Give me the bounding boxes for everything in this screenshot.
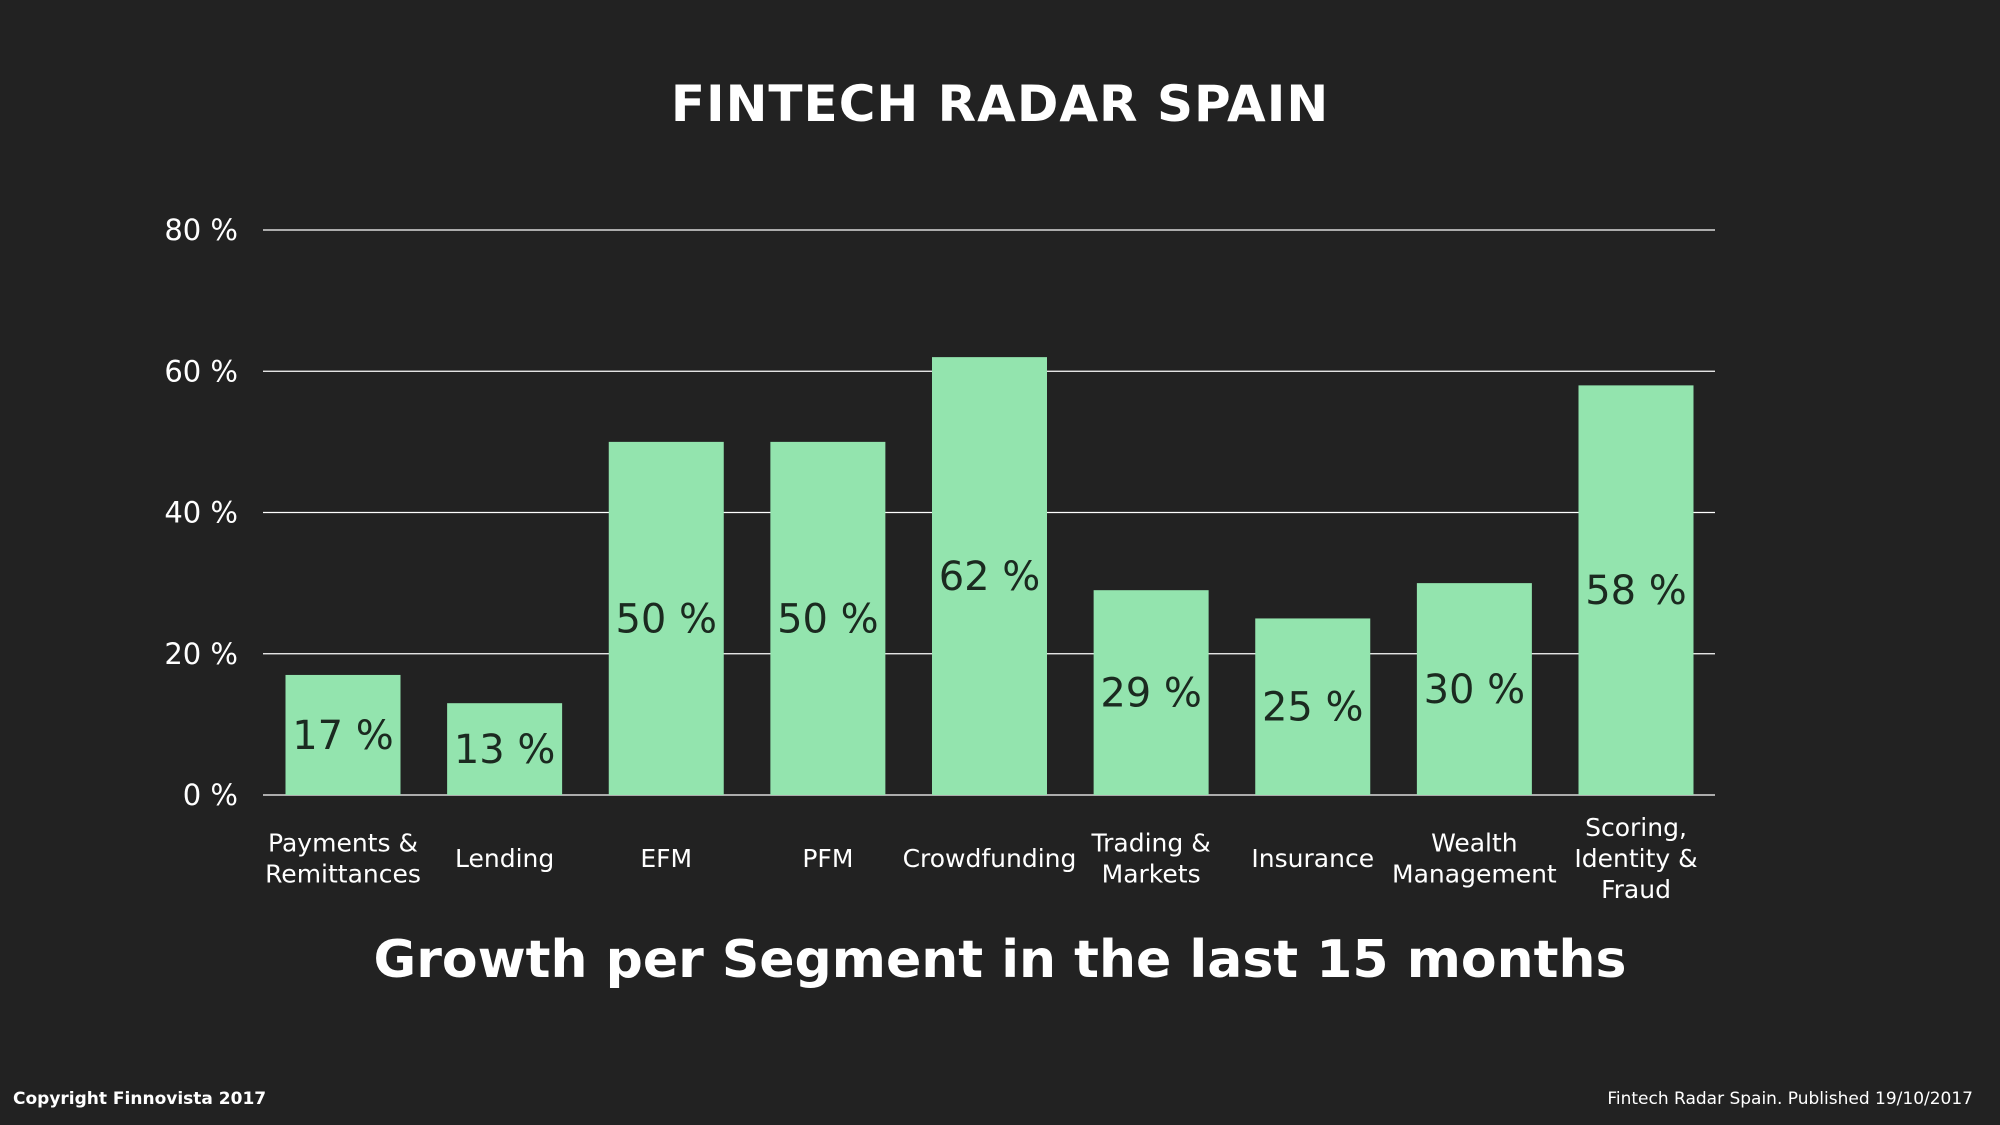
x-tick-label: Insurance [1251,844,1374,873]
chart-title: FINTECH RADAR SPAIN [670,75,1330,133]
data-label: 29 % [1100,671,1202,717]
data-label: 50 % [777,596,879,642]
x-tick-label: Scoring, Identity & Fraud [1574,813,1697,904]
bar [1578,385,1694,795]
x-tick-label: Trading & Markets [1091,829,1211,889]
bar [608,441,724,795]
bar [1255,618,1371,795]
chart-subtitle: Growth per Segment in the last 15 months [373,930,1627,990]
y-tick-label: 40 % [164,496,238,530]
data-label: 62 % [939,554,1041,600]
x-tick-label: Payments & Remittances [265,829,421,889]
copyright-text: Copyright Finnovista 2017 [13,1089,267,1109]
bar [770,441,886,795]
data-label: 17 % [292,713,394,759]
bar [285,674,401,795]
bars [285,357,1694,795]
bar [447,703,563,795]
bar [932,357,1047,795]
x-tick-label: Lending [455,844,554,873]
data-label: 58 % [1585,568,1687,614]
x-axis-ticks: Payments & Remittances Lending EFM PFM Crowdf… [265,813,1698,904]
data-label: 50 % [615,596,717,642]
y-tick-label: 20 % [164,637,238,671]
data-label: 13 % [454,727,556,773]
x-tick-label: Wealth Management [1392,829,1557,889]
data-label: 25 % [1262,685,1364,731]
y-tick-label: 80 % [164,213,238,247]
x-tick-label: Crowdfunding [903,844,1077,873]
data-label: 30 % [1424,667,1526,713]
bar [1093,590,1209,795]
bar [1416,583,1532,795]
x-tick-label: EFM [640,844,692,873]
x-tick-label: PFM [802,844,853,873]
published-text: Fintech Radar Spain. Published 19/10/201… [1607,1089,1973,1109]
y-tick-label: 60 % [164,354,238,388]
data-labels: 17 % 13 % 50 % 50 % 62 % 29 % 25 % 30 % 58 % [292,554,1687,773]
y-tick-label: 0 % [183,778,238,812]
y-axis-ticks: 0 % 20 % 40 % 60 % 80 % [164,213,238,812]
